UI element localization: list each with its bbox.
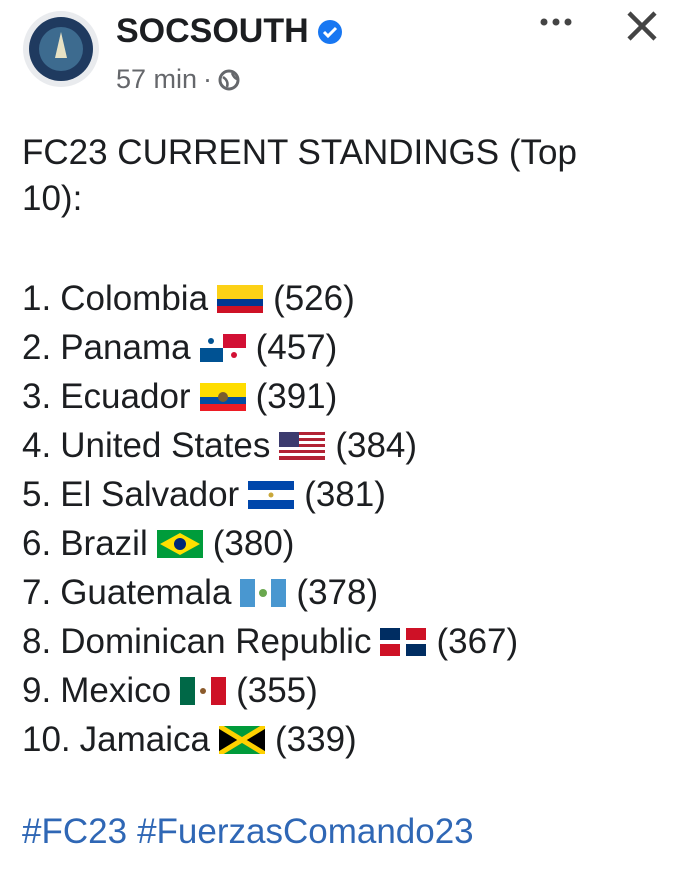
country: Mexico	[60, 670, 172, 710]
separator: ·	[203, 64, 213, 94]
country: Brazil	[60, 523, 148, 563]
avatar[interactable]	[22, 10, 100, 88]
score: (526)	[273, 278, 355, 318]
rank: 3.	[22, 376, 52, 416]
globe-icon	[218, 69, 240, 90]
rank: 6.	[22, 523, 52, 563]
standing-row: 6. Brazil (380)	[22, 519, 527, 568]
standing-row: 2. Panama (457)	[22, 323, 527, 372]
hashtags: #FC23 #FuerzasComando23	[22, 812, 484, 852]
country: Jamaica	[79, 719, 210, 759]
country: Dominican Republic	[60, 621, 372, 661]
flag	[218, 725, 265, 754]
score: (381)	[304, 474, 386, 514]
rank: 7.	[22, 572, 52, 612]
flag	[199, 382, 246, 411]
score: (355)	[236, 670, 318, 710]
close-button[interactable]	[624, 8, 660, 44]
score: (380)	[212, 523, 295, 563]
rank: 5.	[22, 474, 52, 514]
rank: 10.	[22, 719, 71, 759]
flag	[156, 529, 203, 558]
standing-row: 8. Dominican Republic (367)	[22, 617, 527, 666]
rank: 9.	[22, 670, 52, 710]
flag	[217, 284, 264, 313]
flag	[199, 333, 246, 362]
score: (457)	[255, 327, 338, 367]
hashtag[interactable]: #FuerzasComando23	[137, 812, 474, 851]
rank: 1.	[22, 278, 52, 318]
country: Colombia	[60, 278, 209, 318]
more-button[interactable]	[538, 12, 578, 32]
country: United States	[60, 425, 271, 465]
flag	[279, 431, 326, 460]
score: (384)	[335, 425, 418, 465]
standing-row: 9. Mexico (355)	[22, 666, 527, 715]
standings-list: 1. Colombia (526) 2. Panama (457) 3. Ecuador (39…	[22, 274, 527, 764]
rank: 4.	[22, 425, 52, 465]
rank: 2.	[22, 327, 52, 367]
page-name[interactable]: SOCSOUTH	[116, 12, 343, 51]
country: Panama	[60, 327, 191, 367]
standing-row: 1. Colombia (526)	[22, 274, 527, 323]
verified-badge	[317, 19, 342, 44]
score: (339)	[274, 719, 357, 759]
rank: 8.	[22, 621, 52, 661]
timestamp[interactable]: 57 min	[116, 64, 198, 94]
score: (367)	[436, 621, 519, 661]
flag	[180, 676, 227, 705]
standing-row: 3. Ecuador (391)	[22, 372, 527, 421]
country: Guatemala	[60, 572, 232, 612]
country: Ecuador	[60, 376, 191, 416]
standing-row: 5. El Salvador (381)	[22, 470, 527, 519]
flag	[240, 578, 287, 607]
standing-row: 10. Jamaica (339)	[22, 715, 527, 764]
hashtag[interactable]: #FC23	[22, 812, 128, 851]
post-meta: 57 min ·	[116, 64, 240, 95]
flag	[248, 480, 295, 509]
post-title: FC23 CURRENT STANDINGS (Top 10):	[22, 133, 577, 218]
standing-row: 7. Guatemala (378)	[22, 568, 527, 617]
score: (391)	[255, 376, 338, 416]
score: (378)	[296, 572, 379, 612]
standing-row: 4. United States (384)	[22, 421, 527, 470]
page-name-text[interactable]: SOCSOUTH	[116, 12, 309, 50]
country: El Salvador	[60, 474, 240, 514]
flag	[380, 627, 427, 656]
